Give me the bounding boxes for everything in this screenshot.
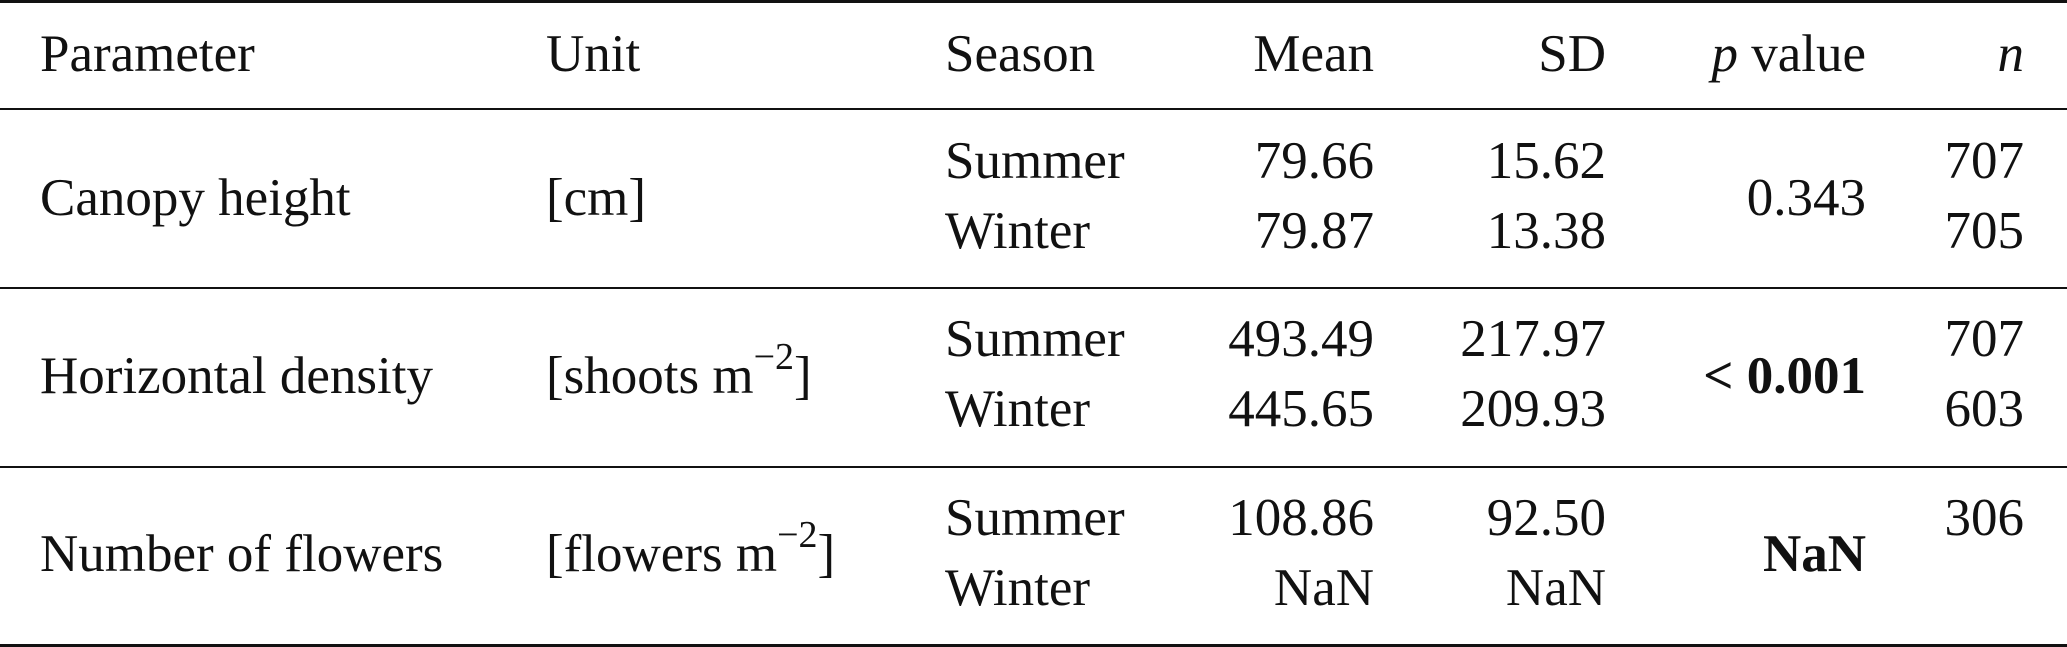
unit-close: ] <box>817 525 836 583</box>
mean-winter: 79.87 <box>1254 202 1374 260</box>
row-divider <box>0 466 2067 468</box>
header-sd: SD <box>1538 25 1606 83</box>
sd-winter: 13.38 <box>1486 202 1606 260</box>
sd-summer: 15.62 <box>1486 132 1606 190</box>
header-mean: Mean <box>1253 25 1374 83</box>
mean-summer: 108.86 <box>1228 489 1374 547</box>
n-winter: 603 <box>1944 380 2025 438</box>
p-word: value <box>1751 25 1866 83</box>
unit-base: [shoots m <box>546 347 754 405</box>
p-symbol: p <box>1711 25 1738 83</box>
header-unit: Unit <box>546 25 641 83</box>
sd-summer: 217.97 <box>1460 310 1606 368</box>
header-season: Season <box>945 25 1096 83</box>
mean-winter: 445.65 <box>1228 380 1374 438</box>
p-value: NaN <box>1762 525 1866 583</box>
sd-summer: 92.50 <box>1486 489 1606 547</box>
row-divider <box>0 287 2067 289</box>
unit-exponent: −2 <box>777 514 818 556</box>
parameter-name: Horizontal density <box>40 347 433 405</box>
header-p-value: p value <box>1620 20 1866 88</box>
unit-base: [flowers m <box>546 525 778 583</box>
unit: [flowers m−2] <box>546 516 836 588</box>
season-summer: Summer <box>945 489 1125 547</box>
parameter-name: Number of flowers <box>40 525 444 583</box>
p-value: 0.343 <box>1746 169 1866 227</box>
mean-summer: 79.66 <box>1254 132 1374 190</box>
header-rule <box>0 108 2067 110</box>
unit: [cm] <box>546 164 646 232</box>
season-winter: Winter <box>945 380 1091 438</box>
season-winter: Winter <box>945 202 1091 260</box>
bottom-rule <box>0 644 2067 647</box>
unit-base: [cm] <box>546 169 647 227</box>
unit-close: ] <box>794 347 812 405</box>
unit-exponent: −2 <box>753 336 795 378</box>
header-n: n <box>1997 25 2025 83</box>
sd-winter: NaN <box>1505 559 1606 617</box>
n-summer: 306 <box>1944 489 2025 547</box>
season-winter: Winter <box>945 559 1091 617</box>
p-value: < 0.001 <box>1703 347 1866 405</box>
season-summer: Summer <box>945 132 1125 190</box>
unit: [shoots m−2] <box>546 338 812 410</box>
parameter-name: Canopy height <box>40 169 351 227</box>
n-winter: 705 <box>1944 202 2025 260</box>
n-summer: 707 <box>1944 132 2025 190</box>
mean-winter: NaN <box>1273 559 1374 617</box>
top-rule <box>0 0 2067 3</box>
sd-winter: 209.93 <box>1460 380 1606 438</box>
header-parameter: Parameter <box>40 25 255 83</box>
season-summer: Summer <box>945 310 1125 368</box>
n-summer: 707 <box>1944 310 2025 368</box>
mean-summer: 493.49 <box>1228 310 1374 368</box>
